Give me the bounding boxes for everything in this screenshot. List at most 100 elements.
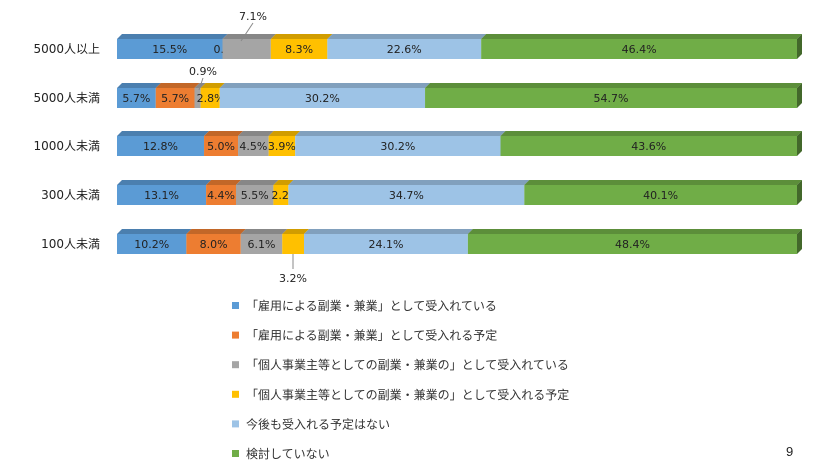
bar-segment-top bbox=[304, 229, 473, 234]
category-label: 300人未満 bbox=[41, 188, 100, 202]
data-label: 30.2% bbox=[305, 92, 340, 105]
legend-swatch bbox=[232, 361, 239, 369]
data-label: 5.0% bbox=[207, 140, 235, 153]
bar-segment bbox=[295, 136, 501, 156]
bar-segment-top bbox=[117, 229, 192, 234]
bar-segment-top bbox=[117, 131, 210, 136]
bar-segment-top bbox=[500, 131, 802, 136]
legend-label: 「個人事業主等としての副業・兼業の」として受入れている bbox=[246, 358, 569, 372]
data-label: 40.1% bbox=[643, 189, 678, 202]
data-label: 4.4% bbox=[207, 189, 235, 202]
bar-segment-side bbox=[797, 34, 802, 59]
data-label: 34.7% bbox=[389, 189, 424, 202]
bar-segment-top bbox=[200, 83, 225, 88]
bar-segment-top bbox=[206, 180, 241, 185]
bar-segment bbox=[500, 136, 797, 156]
bar-segment bbox=[268, 136, 296, 156]
data-label: 5.7% bbox=[122, 92, 150, 105]
bar-segment bbox=[467, 234, 797, 254]
bar-segment-top bbox=[270, 34, 333, 39]
bar-segment-side bbox=[797, 229, 802, 254]
bar-segment bbox=[481, 39, 797, 59]
bar-segment-top bbox=[117, 83, 161, 88]
data-label: 8.0% bbox=[200, 238, 228, 251]
bar-segment-side bbox=[797, 131, 802, 156]
bar-segment bbox=[236, 185, 274, 205]
legend-label: 検討していない bbox=[246, 446, 330, 461]
bar-segment bbox=[117, 39, 223, 59]
bar-segment bbox=[282, 234, 304, 254]
data-label: 13.1% bbox=[144, 189, 179, 202]
bar-segment-top bbox=[425, 83, 802, 88]
data-label: 48.4% bbox=[615, 238, 650, 251]
bar-segment-top bbox=[282, 229, 309, 234]
data-label: 15.5% bbox=[152, 43, 187, 56]
bar-segment bbox=[117, 234, 187, 254]
bar-segment-top bbox=[204, 131, 244, 136]
bar-segment bbox=[186, 234, 241, 254]
bar-segment-top bbox=[236, 180, 279, 185]
legend-swatch bbox=[232, 331, 239, 339]
data-label: 3.9% bbox=[268, 140, 296, 153]
bar-segment-top bbox=[481, 34, 802, 39]
bar-segment bbox=[273, 185, 289, 205]
data-label: 5.5% bbox=[241, 189, 269, 202]
data-label: 43.6% bbox=[631, 140, 666, 153]
data-label: 3.2% bbox=[279, 272, 307, 285]
data-label: 24.1% bbox=[368, 238, 403, 251]
bar-segment bbox=[117, 88, 156, 108]
bar-segment-side bbox=[797, 180, 802, 205]
data-label: 8.3% bbox=[285, 43, 313, 56]
bar-segment bbox=[524, 185, 797, 205]
bar-segment bbox=[304, 234, 468, 254]
legend-swatch bbox=[232, 302, 239, 309]
data-label: 4.5% bbox=[239, 140, 267, 153]
category-label: 1000人未満 bbox=[33, 139, 100, 153]
page-number: 9 bbox=[786, 444, 794, 459]
bar-segment-top bbox=[327, 34, 487, 39]
bar-segment-top bbox=[222, 34, 276, 39]
legend-swatch bbox=[232, 420, 239, 428]
leader-line bbox=[198, 77, 204, 91]
bar-segment bbox=[425, 88, 797, 108]
bar-segment-top bbox=[467, 229, 802, 234]
legend-swatch bbox=[232, 390, 239, 398]
bar-segment bbox=[155, 88, 195, 108]
bar-segment-top bbox=[155, 83, 200, 88]
bar-segment-side bbox=[797, 83, 802, 108]
legend-label: 「雇用による副業・兼業」として受入れる予定 bbox=[246, 328, 497, 343]
bar-segment bbox=[219, 88, 426, 108]
bar-segment bbox=[288, 185, 525, 205]
data-label: 30.2% bbox=[380, 140, 415, 153]
bar-segment-top bbox=[524, 180, 802, 185]
legend-label: 今後も受入れる予定はない bbox=[246, 416, 390, 431]
bar-segment bbox=[327, 39, 482, 59]
data-label: 6.1% bbox=[248, 238, 276, 251]
bar-segment-top bbox=[288, 180, 530, 185]
bar-segment bbox=[222, 39, 271, 59]
bar-segment bbox=[200, 88, 220, 108]
legend-label: 「個人事業主等としての副業・兼業の」として受入れる予定 bbox=[246, 387, 569, 402]
data-label: 10.2% bbox=[134, 238, 169, 251]
bar-segment-top bbox=[240, 229, 288, 234]
bar-segment-top bbox=[268, 131, 301, 136]
bar-segment bbox=[238, 136, 269, 156]
bar-segment-top bbox=[238, 131, 274, 136]
bar-segment bbox=[206, 185, 236, 205]
leader-line bbox=[240, 22, 254, 42]
bar-segment bbox=[117, 185, 207, 205]
bar-segment bbox=[240, 234, 283, 254]
data-label: 46.4% bbox=[622, 43, 657, 56]
bar-segment-top bbox=[273, 180, 294, 185]
bar-segment-top bbox=[186, 229, 246, 234]
legend-label: 「雇用による副業・兼業」として受入れている bbox=[246, 298, 497, 313]
category-label: 5000人未満 bbox=[33, 91, 100, 105]
category-label: 5000人以上 bbox=[33, 42, 100, 56]
bar-segment bbox=[270, 39, 328, 59]
category-label: 100人未満 bbox=[41, 237, 100, 251]
data-label: 54.7% bbox=[594, 92, 629, 105]
data-label: 22.6% bbox=[387, 43, 422, 56]
bar-segment bbox=[194, 88, 201, 108]
